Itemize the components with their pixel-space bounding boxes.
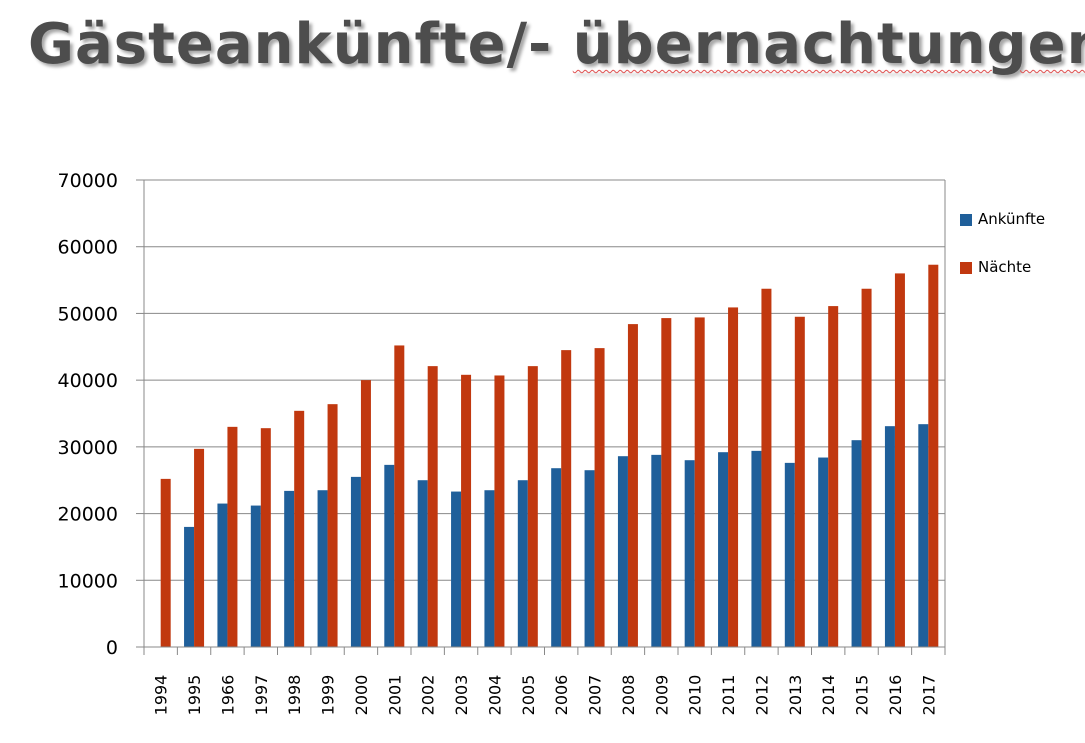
y-tick-label: 20000 bbox=[58, 504, 118, 526]
bar-naechte bbox=[594, 348, 605, 647]
x-tick-label: 2010 bbox=[686, 675, 705, 716]
bar-ankuenfte bbox=[350, 476, 361, 647]
x-tick-label: 1997 bbox=[252, 675, 271, 716]
x-tick-label: 1999 bbox=[319, 675, 338, 716]
x-tick-label: 2001 bbox=[385, 675, 404, 716]
bar-naechte bbox=[194, 448, 205, 647]
bar-naechte bbox=[360, 380, 371, 647]
bar-ankuenfte bbox=[517, 480, 528, 647]
legend: Ankünfte Nächte bbox=[960, 210, 1045, 276]
x-tick-label: 2015 bbox=[853, 675, 872, 716]
bar-ankuenfte bbox=[317, 490, 328, 647]
x-tick-label: 2002 bbox=[419, 675, 438, 716]
bar-ankuenfte bbox=[584, 470, 595, 647]
x-tick-label: 2013 bbox=[786, 675, 805, 716]
bar-ankuenfte bbox=[484, 490, 495, 647]
bar-ankuenfte bbox=[851, 440, 862, 647]
grid-layer bbox=[144, 179, 945, 648]
bar-naechte bbox=[494, 375, 505, 647]
bar-ankuenfte bbox=[617, 456, 628, 647]
bar-naechte bbox=[928, 264, 939, 647]
y-tick-label: 10000 bbox=[58, 570, 118, 592]
x-tick-label: 2008 bbox=[619, 675, 638, 716]
axis-layer: 0 10000 20000 30000 40000 50000 60000 70000 1994… bbox=[58, 170, 946, 716]
bar-naechte bbox=[394, 345, 405, 647]
bar-ankuenfte bbox=[384, 464, 395, 647]
bar-ankuenfte bbox=[918, 424, 929, 647]
bar-ankuenfte bbox=[818, 457, 829, 647]
legend-item-ankuenfte-label: Ankünfte bbox=[978, 210, 1045, 228]
x-tick-label: 2005 bbox=[519, 675, 538, 716]
bar-ankuenfte bbox=[784, 462, 795, 647]
bar-ankuenfte bbox=[884, 426, 895, 647]
bar-naechte bbox=[260, 428, 271, 647]
bar-naechte bbox=[527, 366, 538, 647]
y-tick-label: 40000 bbox=[58, 370, 118, 392]
y-tick-label: 30000 bbox=[58, 437, 118, 459]
bar-naechte bbox=[828, 306, 839, 647]
bar-naechte bbox=[327, 404, 338, 647]
bar-naechte bbox=[294, 410, 305, 647]
legend-item-naechte-label: Nächte bbox=[978, 258, 1031, 276]
y-tick-label: 60000 bbox=[58, 237, 118, 259]
x-tick-label: 2003 bbox=[452, 675, 471, 716]
bar-naechte bbox=[627, 324, 638, 647]
bars-layer bbox=[160, 264, 939, 647]
y-tick-label: 0 bbox=[106, 637, 118, 659]
bar-naechte bbox=[427, 366, 438, 647]
bar-ankuenfte bbox=[417, 480, 428, 647]
x-tick-label: 2004 bbox=[485, 675, 504, 716]
bar-ankuenfte bbox=[250, 505, 261, 647]
bar-ankuenfte bbox=[184, 526, 195, 647]
x-tick-label: 2014 bbox=[819, 675, 838, 716]
bar-naechte bbox=[894, 273, 905, 647]
y-tick-label: 70000 bbox=[58, 170, 118, 192]
title-part-1: Gästeankünfte/- bbox=[28, 12, 573, 77]
bar-ankuenfte bbox=[551, 468, 562, 647]
bar-ankuenfte bbox=[718, 452, 729, 647]
x-tick-label: 2016 bbox=[886, 675, 905, 716]
bar-naechte bbox=[661, 318, 672, 647]
bar-naechte bbox=[227, 426, 238, 647]
y-tick-label: 50000 bbox=[58, 303, 118, 325]
bar-ankuenfte bbox=[451, 491, 462, 647]
bar-ankuenfte bbox=[684, 460, 695, 647]
page-title: Gästeankünfte/- übernachtungen bbox=[28, 12, 1085, 77]
x-tick-label: 2011 bbox=[719, 675, 738, 716]
bar-naechte bbox=[761, 288, 772, 647]
bar-naechte bbox=[561, 350, 572, 647]
x-tick-label: 1966 bbox=[218, 675, 237, 716]
x-tick-label: 2007 bbox=[586, 675, 605, 716]
bar-naechte bbox=[694, 317, 705, 647]
x-tick-label: 1998 bbox=[285, 675, 304, 716]
title-part-2: übernachtungen bbox=[572, 12, 1085, 77]
bar-ankuenfte bbox=[751, 450, 762, 647]
bar-naechte bbox=[160, 478, 171, 647]
bar-naechte bbox=[861, 288, 872, 647]
x-tick-label: 2017 bbox=[919, 675, 938, 716]
bar-naechte bbox=[728, 307, 739, 647]
legend-item-ankuenfte-swatch bbox=[960, 214, 972, 226]
x-tick-label: 1994 bbox=[152, 675, 171, 716]
x-tick-label: 2000 bbox=[352, 675, 371, 716]
bar-naechte bbox=[794, 316, 805, 647]
x-tick-label: 2009 bbox=[652, 675, 671, 716]
bar-ankuenfte bbox=[284, 490, 295, 647]
bar-naechte bbox=[461, 374, 472, 647]
x-tick-label: 1995 bbox=[185, 675, 204, 716]
x-tick-label: 2012 bbox=[752, 675, 771, 716]
legend-item-naechte-swatch bbox=[960, 262, 972, 274]
bar-ankuenfte bbox=[651, 454, 662, 647]
x-tick-label: 2006 bbox=[552, 675, 571, 716]
bar-ankuenfte bbox=[217, 503, 228, 647]
